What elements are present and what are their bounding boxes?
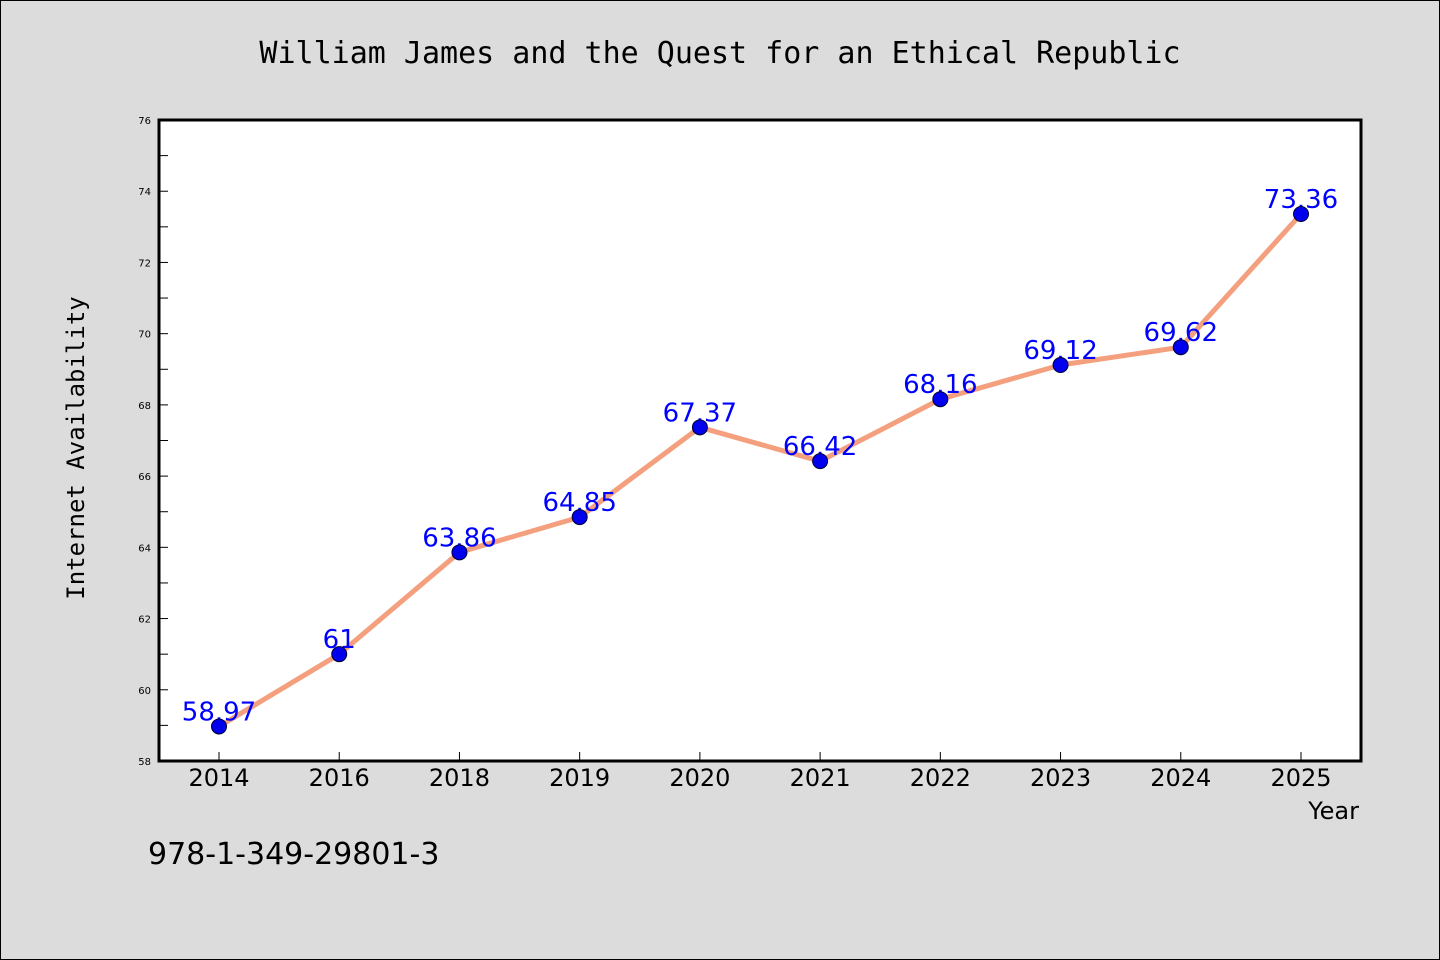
chart-title: William James and the Quest for an Ethic…	[259, 36, 1180, 71]
data-point	[451, 544, 468, 561]
y-tick-label: 68	[138, 401, 151, 412]
y-tick-label: 64	[138, 543, 151, 554]
x-tick-label: 2018	[429, 764, 490, 792]
y-axis-label: Internet Availability	[62, 296, 90, 599]
y-tick-label: 72	[138, 258, 151, 269]
y-tick-label: 70	[138, 330, 151, 341]
data-point	[932, 391, 949, 408]
y-tick-label: 60	[138, 686, 151, 697]
x-tick-label: 2025	[1270, 764, 1331, 792]
x-tick-label: 2020	[669, 764, 730, 792]
x-tick-label: 2014	[188, 764, 249, 792]
x-tick-label: 2024	[1150, 764, 1211, 792]
series-line	[216, 211, 1304, 729]
data-point	[1052, 357, 1069, 374]
data-point	[1293, 206, 1309, 223]
y-tick-label: 62	[138, 615, 151, 626]
x-tick-label: 2023	[1030, 764, 1091, 792]
y-tick-label: 58	[138, 757, 151, 768]
data-point	[812, 453, 829, 470]
data-point	[571, 509, 588, 526]
x-axis: 2014 2016 2018 2019 2020 2021 2022 2023 2024 2025	[188, 752, 1332, 792]
data-point	[1172, 339, 1189, 356]
x-tick-label: 2016	[309, 764, 370, 792]
x-tick-label: 2019	[549, 764, 610, 792]
data-point	[691, 419, 708, 436]
plot-area	[157, 118, 1363, 763]
x-tick-label: 2021	[790, 764, 851, 792]
isbn-annotation: 978-1-349-29801-3	[148, 837, 439, 872]
data-markers	[211, 206, 1309, 735]
data-point	[211, 718, 227, 735]
y-tick-label: 76	[138, 116, 151, 127]
x-tick-label: 2022	[910, 764, 971, 792]
x-axis-label: Year	[1307, 797, 1359, 825]
y-tick-label: 66	[138, 472, 151, 483]
y-tick-label: 74	[138, 187, 151, 198]
y-axis: 58 60 62 64 66 68 70 72 74 76	[138, 116, 168, 768]
data-point	[331, 646, 348, 663]
